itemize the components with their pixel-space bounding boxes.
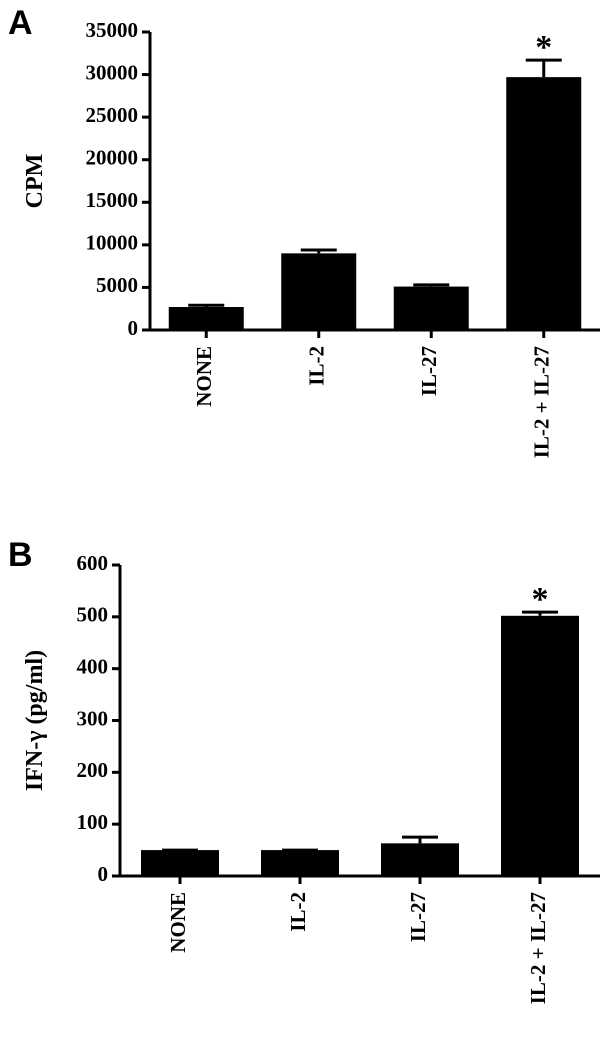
panel-label: A <box>8 4 33 42</box>
bar <box>393 286 469 330</box>
bar <box>501 615 579 876</box>
y-tick-label: 100 <box>77 810 109 834</box>
bar <box>261 850 339 876</box>
x-tick-label: IL-2 <box>305 346 329 386</box>
y-tick-label: 20000 <box>86 146 139 170</box>
bar <box>506 77 582 330</box>
y-tick-label: 35000 <box>86 18 139 42</box>
x-tick-label: IL-2 + IL-27 <box>526 892 550 1004</box>
x-tick-label: IL-27 <box>417 346 441 396</box>
annotation: * <box>535 29 552 66</box>
y-axis-label: CPM <box>22 154 48 209</box>
panel-label: B <box>8 536 33 574</box>
y-tick-label: 200 <box>77 758 109 782</box>
x-tick-label: IL-2 <box>286 892 310 932</box>
y-tick-label: 25000 <box>86 103 139 127</box>
y-tick-label: 0 <box>98 862 109 886</box>
y-tick-label: 10000 <box>86 231 139 255</box>
y-axis-label: IFN-γ (pg/ml) <box>22 650 48 791</box>
x-tick-label: IL-2 + IL-27 <box>530 346 554 458</box>
y-tick-label: 30000 <box>86 60 139 84</box>
annotation: * <box>532 581 549 618</box>
bar <box>281 253 357 330</box>
y-tick-label: 300 <box>77 706 109 730</box>
bar <box>381 843 459 876</box>
y-tick-label: 400 <box>77 654 109 678</box>
x-tick-label: IL-27 <box>406 892 430 942</box>
y-tick-label: 15000 <box>86 188 139 212</box>
y-tick-label: 5000 <box>96 273 138 297</box>
x-tick-label: NONE <box>192 346 216 407</box>
y-tick-label: 0 <box>128 316 139 340</box>
x-tick-label: NONE <box>166 892 190 953</box>
y-tick-label: 500 <box>77 603 109 627</box>
y-tick-label: 600 <box>77 551 109 575</box>
bar <box>141 850 219 876</box>
bar <box>168 307 244 330</box>
